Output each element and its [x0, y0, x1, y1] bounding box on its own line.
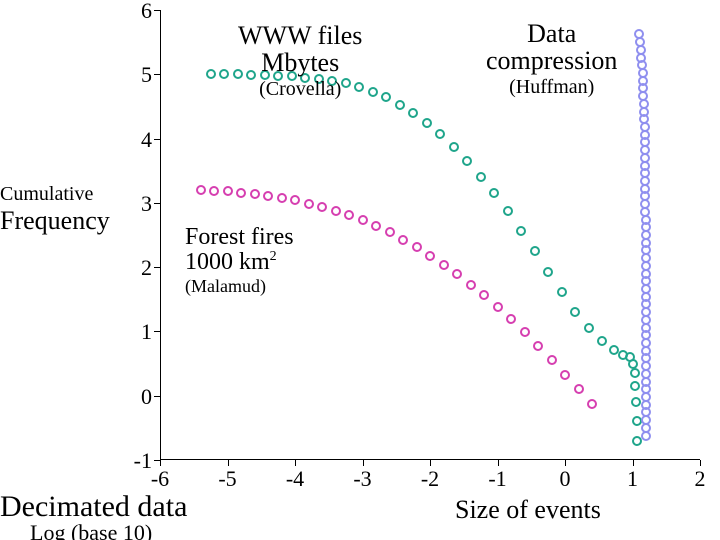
forest-fires-marker [412, 242, 422, 252]
forest-fires-marker [398, 235, 408, 245]
forest-fires-marker [520, 327, 530, 337]
www-files-marker [543, 267, 553, 277]
forest-fires-marker [466, 280, 476, 290]
forest-fires-marker [263, 191, 273, 201]
www-files-marker [628, 359, 638, 369]
x-tick-label: -1 [483, 466, 513, 492]
forest-fires-marker [250, 189, 260, 199]
www-files-marker [476, 172, 486, 182]
www-files-marker [557, 287, 567, 297]
forest-fires-marker [587, 399, 597, 409]
www-files-marker [422, 118, 432, 128]
x-axis-title: Size of events [455, 495, 601, 525]
www-files-annotation: WWW files Mbytes (Crovella) [238, 22, 362, 100]
www-files-marker [597, 336, 607, 346]
y-tick [154, 139, 160, 140]
data-compression-annotation: Data compression (Huffman) [486, 20, 617, 98]
www-files-marker [395, 100, 405, 110]
forest-fires-annotation: Forest fires 1000 km2 (Malamud) [185, 225, 294, 296]
www-files-marker [381, 92, 391, 102]
forest-fires-marker [547, 355, 557, 365]
forest-fires-marker [317, 202, 327, 212]
x-tick-label: 1 [618, 466, 648, 492]
www-files-marker [449, 142, 459, 152]
www-files-marker [631, 397, 641, 407]
data-compression-marker [641, 431, 651, 441]
www-files-marker [570, 307, 580, 317]
forest-fires-marker [560, 370, 570, 380]
forest-fires-marker [574, 384, 584, 394]
y-axis-title: Cumulative Frequency [0, 178, 155, 235]
forest-fires-marker [506, 314, 516, 324]
y-tick [154, 460, 160, 461]
y-tick [154, 74, 160, 75]
www-files-marker [408, 108, 418, 118]
www-files-marker [630, 381, 640, 391]
forest-fires-marker [533, 341, 543, 351]
forest-fires-marker [304, 199, 314, 209]
www-files-marker [530, 246, 540, 256]
forest-fires-marker [236, 188, 246, 198]
forest-fires-marker [425, 251, 435, 261]
forest-fires-marker [196, 185, 206, 195]
y-tick-label: 5 [122, 62, 152, 88]
www-files-marker [489, 188, 499, 198]
forest-fires-marker [223, 186, 233, 196]
forest-fires-marker [358, 215, 368, 225]
x-tick-label: -3 [348, 466, 378, 492]
forest-fires-marker [385, 227, 395, 237]
x-tick-label: 2 [685, 466, 715, 492]
y-axis-line [160, 10, 161, 460]
forest-fires-marker [331, 206, 341, 216]
forest-fires-marker [479, 290, 489, 300]
x-tick-label: -4 [280, 466, 310, 492]
y-tick-label: -1 [122, 448, 152, 474]
forest-fires-marker [209, 186, 219, 196]
x-tick-label: 0 [550, 466, 580, 492]
y-tick-label: 4 [122, 127, 152, 153]
www-files-marker [630, 368, 640, 378]
www-files-marker [219, 69, 229, 79]
y-tick [154, 267, 160, 268]
log-base-label: Log (base 10) [30, 520, 152, 540]
www-files-marker [516, 226, 526, 236]
forest-fires-marker [344, 210, 354, 220]
www-files-marker [584, 323, 594, 333]
y-tick-label: 6 [122, 0, 152, 24]
www-files-marker [632, 416, 642, 426]
y-tick [154, 331, 160, 332]
y-tick-label: 0 [122, 384, 152, 410]
y-tick [154, 10, 160, 11]
y-tick [154, 396, 160, 397]
forest-fires-marker [452, 269, 462, 279]
www-files-marker [368, 87, 378, 97]
forest-fires-marker [439, 260, 449, 270]
www-files-marker [206, 69, 216, 79]
forest-fires-marker [277, 193, 287, 203]
forest-fires-marker [290, 195, 300, 205]
y-tick-label: 2 [122, 255, 152, 281]
www-files-marker [503, 206, 513, 216]
www-files-marker [435, 129, 445, 139]
x-tick-label: -5 [213, 466, 243, 492]
decimated-data-label: Decimated data [0, 490, 187, 524]
www-files-marker [462, 156, 472, 166]
forest-fires-marker [493, 302, 503, 312]
x-tick-label: -2 [415, 466, 445, 492]
y-tick-label: 1 [122, 319, 152, 345]
forest-fires-marker [371, 221, 381, 231]
